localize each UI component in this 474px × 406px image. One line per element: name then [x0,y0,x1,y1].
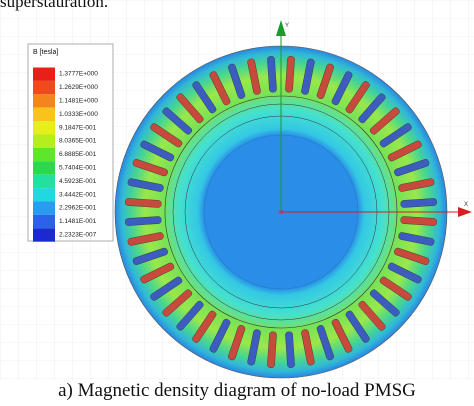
slot [162,107,193,135]
slot [209,318,231,353]
legend-value: 4.5923E-001 [59,178,97,185]
slot [394,159,430,177]
x-axis-label: X [464,202,468,208]
legend-value: 1.1481E+000 [59,98,98,105]
slot [162,289,193,317]
legend-swatch [33,201,55,215]
slot [247,329,261,366]
slot [125,216,162,226]
slot [132,159,168,177]
legend-swatch [33,107,55,122]
legend-swatch [33,121,55,135]
slot [150,123,183,148]
slot [316,63,334,99]
slot [228,325,246,361]
slot [387,262,422,284]
legend-value: 9.1847E-001 [59,124,97,131]
slot [192,81,217,114]
slot [400,198,437,208]
slot [127,178,164,192]
x-arrow [458,207,472,217]
legend-value: 8.0365E-001 [59,138,97,145]
slot [267,56,277,93]
legend-value: 2.2962E-001 [59,205,97,212]
slot [369,107,400,135]
slot [140,262,175,284]
slot [379,276,412,301]
legend-swatch [33,67,55,81]
slot [394,247,430,265]
legend-value: 2.2323E-007 [59,232,97,239]
slot [398,232,435,246]
legend-swatch [33,214,55,229]
slot [267,331,277,368]
slot [345,81,370,114]
legend-value: 1.2629E+000 [59,84,98,91]
slot [345,310,370,343]
slot [387,140,422,162]
legend-value: 1.1481E-001 [59,218,97,225]
legend-value: 1.0333E+000 [59,111,98,118]
slot [209,71,231,106]
legend-swatch [33,174,55,189]
slot [301,329,315,366]
legend: B [tesla] 1.3777E+000 1.2629E+000 1.1481E+… [27,43,114,242]
slot [176,93,204,124]
slot [379,123,412,148]
slots [125,56,437,368]
slot [285,56,295,93]
slot [398,178,435,192]
slot [150,276,183,301]
legend-title: B [tesla] [33,49,58,56]
slot [358,300,386,331]
legend-swatch [33,188,55,202]
legend-swatch [33,80,55,95]
slot [228,63,246,99]
y-arrow [276,20,286,36]
slot [331,71,353,106]
y-axis-label: Y [285,23,289,29]
slot [132,247,168,265]
slot [127,232,164,246]
slot [140,140,175,162]
slot [331,318,353,353]
legend-value: 6.8885E-001 [59,151,97,158]
legend-swatch [33,94,55,108]
slot [358,93,386,124]
legend-swatch [33,228,55,242]
legend-swatch [33,161,55,175]
slot [301,58,315,95]
slot [176,300,204,331]
legend-value: 3.4442E-001 [59,191,97,198]
slot [285,331,295,368]
legend-value: 1.3777E+000 [59,71,98,78]
legend-value: 5.7404E-001 [59,165,97,172]
slot [247,58,261,95]
slot [400,216,437,226]
slot [192,310,217,343]
axes: Y X [276,20,472,217]
header-text: superstauration. [0,0,108,11]
legend-swatch [33,134,55,148]
slot [369,289,400,317]
slot [316,325,334,361]
caption: a) Magnetic density diagram of no-load P… [58,380,416,401]
legend-swatch [33,147,55,162]
slot [125,198,162,208]
